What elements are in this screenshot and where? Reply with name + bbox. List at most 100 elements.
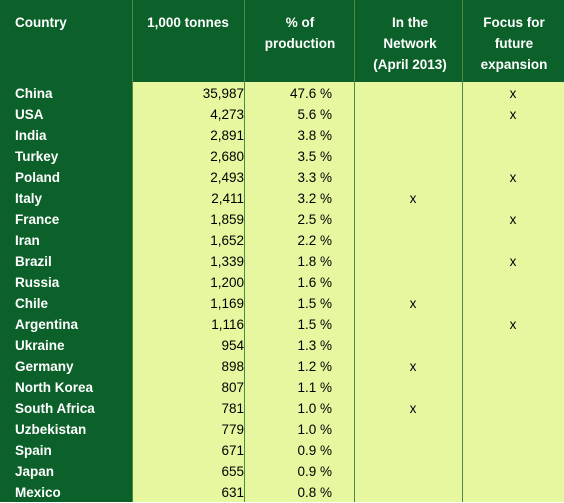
network-mark-cell [366, 440, 460, 461]
network-mark-cell [366, 419, 460, 440]
tonnes-cell: 671 [221, 443, 244, 458]
focus-mark-cell [466, 356, 560, 377]
focus-mark-cell [466, 377, 560, 398]
header-focus-line-3: expansion [480, 57, 548, 72]
country-cell: South Africa [15, 401, 95, 416]
percent-cell: 1.1 % [297, 380, 332, 395]
header-focus-expansion: Focus for future expansion [464, 12, 564, 75]
tonnes-cell: 1,200 [210, 275, 244, 290]
percent-cell: 2.2 % [297, 233, 332, 248]
country-cell: China [15, 86, 53, 101]
percent-cell: 47.6 % [289, 86, 332, 101]
tonnes-cell: 631 [221, 485, 244, 500]
network-mark-cell [366, 125, 460, 146]
country-column-background [0, 0, 132, 502]
focus-mark-cell: x [509, 212, 517, 227]
country-cell: France [15, 212, 60, 227]
country-cell: Uzbekistan [15, 422, 87, 437]
country-cell: USA [15, 107, 44, 122]
tonnes-cell: 781 [221, 401, 244, 416]
tonnes-cell: 779 [221, 422, 244, 437]
network-mark-cell [366, 251, 460, 272]
focus-mark-cell: x [509, 170, 517, 185]
tonnes-cell: 2,680 [210, 149, 244, 164]
table-row: Ukraine 954 1.3 % [0, 335, 564, 356]
network-mark-cell [366, 461, 460, 482]
focus-mark-cell [466, 188, 560, 209]
country-cell: Iran [15, 233, 40, 248]
country-cell: Argentina [15, 317, 79, 332]
tonnes-cell: 2,411 [211, 191, 244, 206]
table-row: China 35,987 47.6 % x [0, 83, 564, 104]
focus-mark-cell [466, 272, 560, 293]
header-percent-line-2: production [264, 36, 336, 51]
network-mark-cell [366, 335, 460, 356]
focus-mark-cell [466, 293, 560, 314]
country-cell: Mexico [15, 485, 61, 500]
percent-cell: 1.0 % [297, 422, 332, 437]
table-row: Turkey 2,680 3.5 % [0, 146, 564, 167]
header-network-line-1: In the [392, 15, 428, 30]
country-cell: Ukraine [15, 338, 65, 353]
network-mark-cell [366, 83, 460, 104]
table-row: USA 4,273 5.6 % x [0, 104, 564, 125]
tonnes-cell: 35,987 [202, 86, 244, 101]
table-row: Chile 1,169 1.5 % x [0, 293, 564, 314]
table-row: Spain 671 0.9 % [0, 440, 564, 461]
header-network-line-3: (April 2013) [373, 57, 447, 72]
table-row: Germany 898 1.2 % x [0, 356, 564, 377]
percent-cell: 1.8 % [297, 254, 332, 269]
table-row: Brazil 1,339 1.8 % x [0, 251, 564, 272]
table-row: Japan 655 0.9 % [0, 461, 564, 482]
table-row: South Africa 781 1.0 % x [0, 398, 564, 419]
percent-cell: 0.8 % [297, 485, 332, 500]
column-divider [354, 0, 355, 502]
percent-cell: 1.6 % [297, 275, 332, 290]
header-focus-line-2: future [494, 36, 534, 51]
tonnes-cell: 1,169 [210, 296, 244, 311]
column-divider [132, 0, 133, 502]
focus-mark-cell [466, 398, 560, 419]
table-row: Poland 2,493 3.3 % x [0, 167, 564, 188]
focus-mark-cell [466, 125, 560, 146]
network-mark-cell [366, 167, 460, 188]
country-cell: India [15, 128, 47, 143]
network-mark-cell: x [409, 401, 417, 416]
country-cell: Turkey [15, 149, 59, 164]
network-mark-cell: x [409, 191, 417, 206]
focus-mark-cell [466, 461, 560, 482]
focus-mark-cell [466, 146, 560, 167]
focus-mark-cell [466, 440, 560, 461]
tonnes-cell: 2,493 [210, 170, 244, 185]
network-mark-cell [366, 230, 460, 251]
tonnes-cell: 954 [221, 338, 244, 353]
tonnes-cell: 1,116 [211, 317, 244, 332]
tonnes-cell: 898 [221, 359, 244, 374]
tonnes-cell: 1,652 [210, 233, 244, 248]
percent-cell: 3.2 % [297, 191, 332, 206]
percent-cell: 1.2 % [297, 359, 332, 374]
network-mark-cell: x [409, 296, 417, 311]
country-cell: Italy [15, 191, 43, 206]
table-row: Uzbekistan 779 1.0 % [0, 419, 564, 440]
network-mark-cell [366, 377, 460, 398]
header-percent-production: % of production [250, 12, 350, 54]
header-tonnes: 1,000 tonnes [147, 15, 229, 30]
focus-mark-cell: x [509, 86, 517, 101]
percent-cell: 3.8 % [297, 128, 332, 143]
percent-cell: 3.5 % [297, 149, 332, 164]
table-row: Argentina 1,116 1.5 % x [0, 314, 564, 335]
network-mark-cell [366, 104, 460, 125]
focus-mark-cell: x [509, 107, 517, 122]
table-row: France 1,859 2.5 % x [0, 209, 564, 230]
network-mark-cell [366, 209, 460, 230]
tonnes-cell: 1,859 [210, 212, 244, 227]
country-cell: Spain [15, 443, 52, 458]
header-network-line-2: Network [383, 36, 437, 51]
country-cell: Russia [15, 275, 60, 290]
tonnes-cell: 807 [221, 380, 244, 395]
percent-cell: 5.6 % [297, 107, 332, 122]
focus-mark-cell [466, 482, 560, 503]
network-mark-cell [366, 146, 460, 167]
